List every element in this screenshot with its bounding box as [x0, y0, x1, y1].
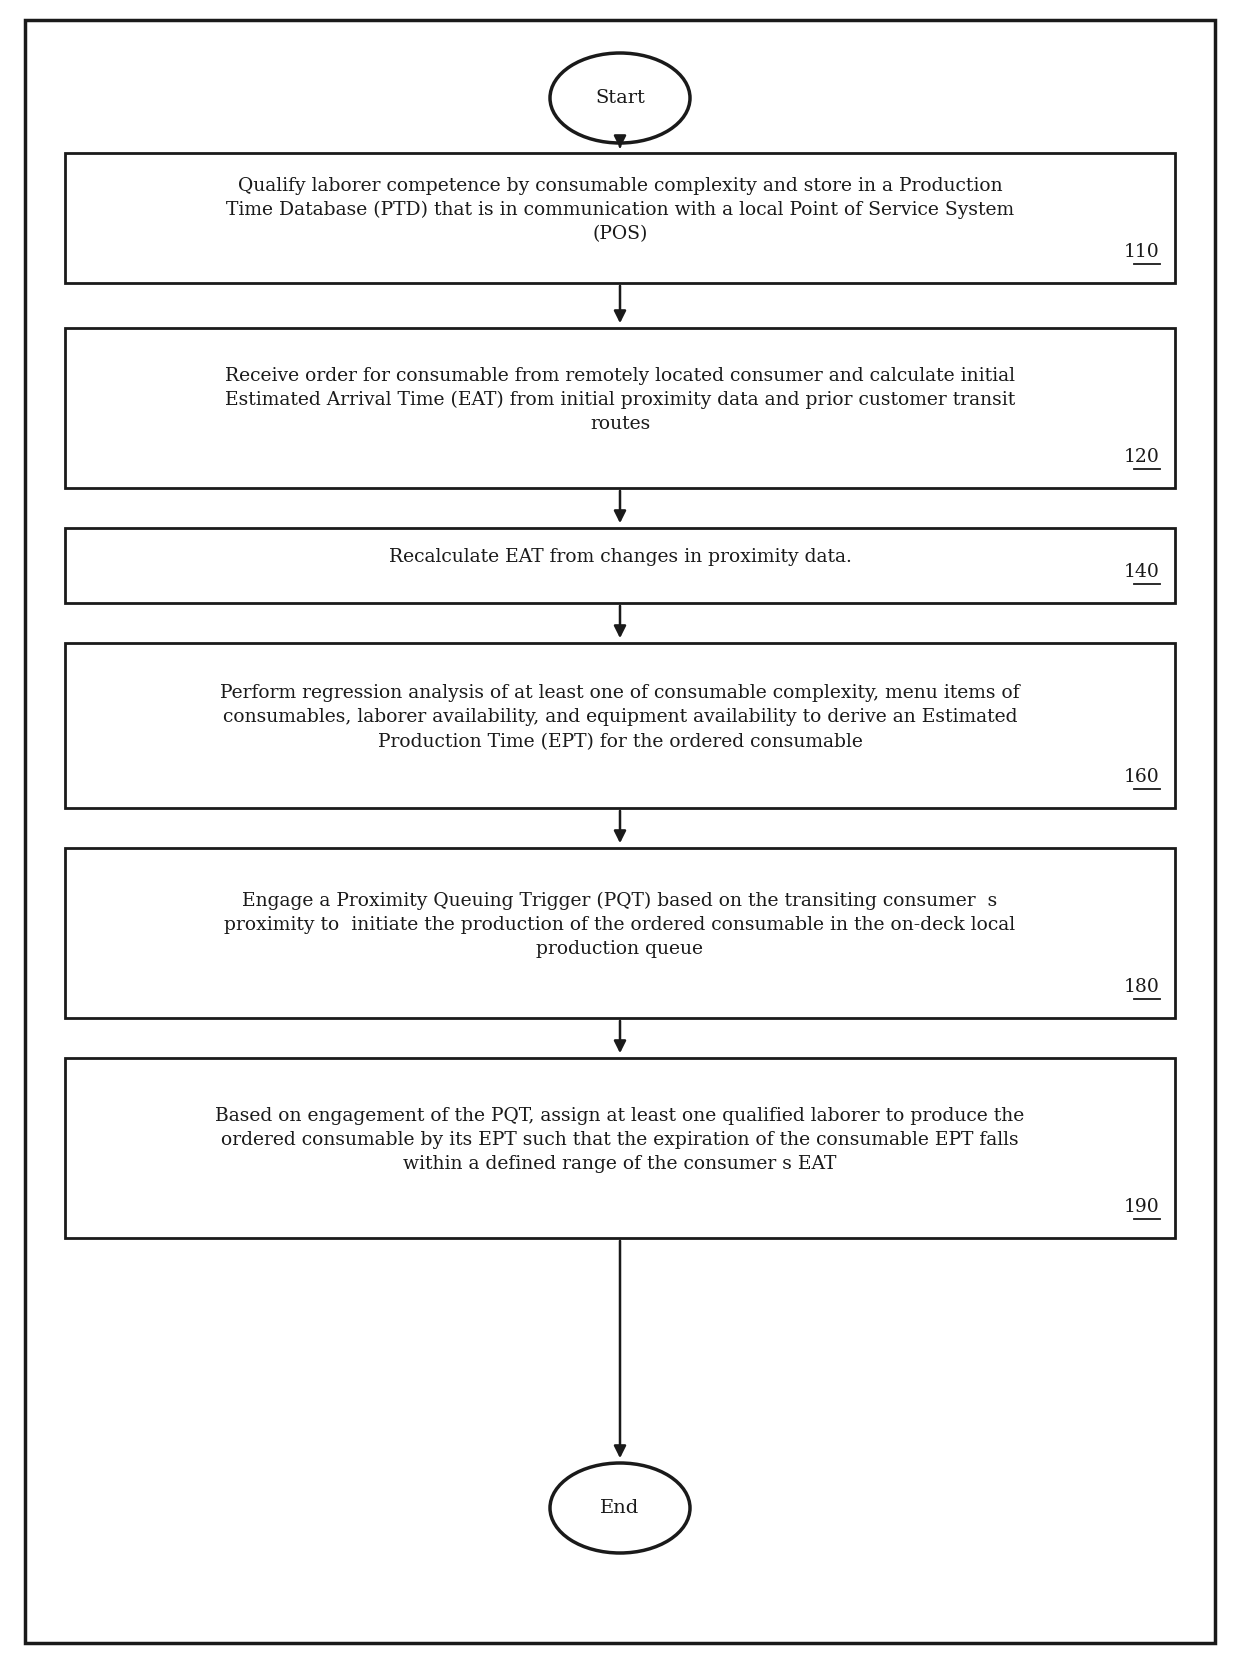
Text: Recalculate EAT from changes in proximity data.: Recalculate EAT from changes in proximit… [388, 549, 852, 567]
Text: 110: 110 [1125, 243, 1159, 261]
Text: Engage a Proximity Queuing Trigger (PQT) based on the transiting consumer  s
pro: Engage a Proximity Queuing Trigger (PQT)… [224, 891, 1016, 958]
Text: 180: 180 [1125, 978, 1159, 996]
Text: 120: 120 [1125, 447, 1159, 466]
Text: 190: 190 [1125, 1197, 1159, 1216]
Text: 160: 160 [1125, 768, 1159, 787]
Text: Receive order for consumable from remotely located consumer and calculate initia: Receive order for consumable from remote… [224, 366, 1016, 434]
Text: Based on engagement of the PQT, assign at least one qualified laborer to produce: Based on engagement of the PQT, assign a… [216, 1106, 1024, 1174]
Bar [64, 1058, 1176, 1237]
Text: Perform regression analysis of at least one of consumable complexity, menu items: Perform regression analysis of at least … [221, 683, 1019, 750]
Bar [64, 644, 1176, 808]
Ellipse shape [551, 1463, 689, 1553]
Ellipse shape [551, 53, 689, 143]
Bar [64, 328, 1176, 487]
Text: Qualify laborer competence by consumable complexity and store in a Production
Ti: Qualify laborer competence by consumable… [226, 176, 1014, 243]
Bar [64, 527, 1176, 604]
Text: Start: Start [595, 90, 645, 106]
Bar [64, 848, 1176, 1018]
Text: 140: 140 [1125, 564, 1159, 580]
Bar [64, 153, 1176, 283]
Text: End: End [600, 1498, 640, 1517]
